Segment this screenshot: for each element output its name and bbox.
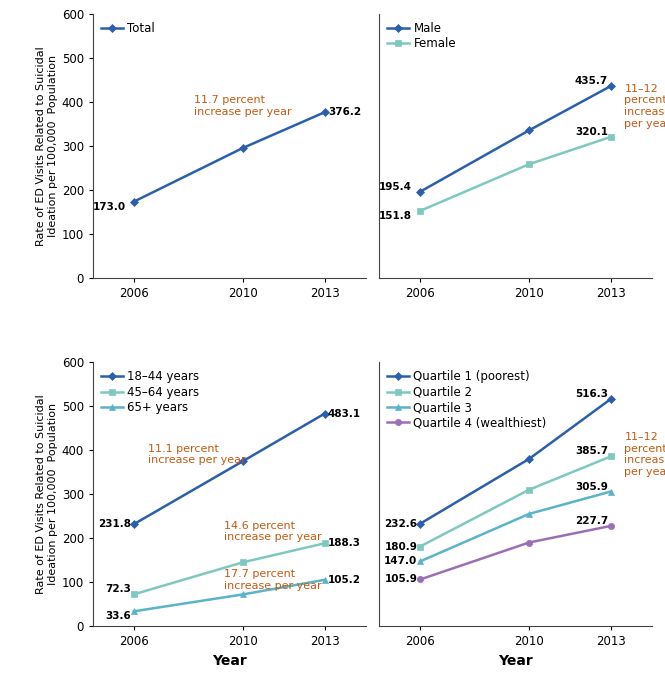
18–44 years [321, 409, 329, 418]
Male [525, 126, 533, 134]
Legend: Male, Female: Male, Female [385, 20, 458, 53]
Quartile 3 [607, 487, 615, 495]
X-axis label: Year: Year [212, 654, 247, 667]
Line: Quartile 3: Quartile 3 [417, 488, 614, 565]
Text: 33.6: 33.6 [106, 612, 131, 621]
45–64 years [130, 590, 138, 599]
Line: Quartile 1 (poorest): Quartile 1 (poorest) [417, 396, 614, 527]
Legend: Total: Total [99, 20, 158, 37]
Text: 11–12
percent
increase
per year: 11–12 percent increase per year [624, 84, 665, 129]
Text: 483.1: 483.1 [327, 409, 360, 418]
Y-axis label: Rate of ED Visits Related to Suicidal
Ideation per 100,000  Population: Rate of ED Visits Related to Suicidal Id… [36, 394, 58, 594]
Text: 180.9: 180.9 [384, 541, 418, 552]
X-axis label: Year: Year [498, 654, 533, 667]
Text: 385.7: 385.7 [575, 447, 608, 456]
Text: 195.4: 195.4 [379, 182, 412, 192]
Text: 11.1 percent
increase per year: 11.1 percent increase per year [148, 444, 245, 465]
Line: 45–64 years: 45–64 years [131, 540, 328, 597]
Quartile 1 (poorest) [416, 519, 424, 528]
Text: 147.0: 147.0 [384, 557, 418, 566]
Text: 151.8: 151.8 [379, 211, 412, 221]
Text: 320.1: 320.1 [575, 127, 608, 137]
Line: 65+ years: 65+ years [131, 577, 328, 614]
Text: 11.7 percent
increase per year: 11.7 percent increase per year [194, 96, 291, 117]
Quartile 3 [525, 510, 533, 518]
45–64 years [321, 539, 329, 548]
Text: 232.6: 232.6 [384, 519, 418, 529]
45–64 years [239, 558, 247, 566]
Male [607, 82, 615, 90]
Quartile 2 [607, 452, 615, 460]
Quartile 4 (wealthiest) [416, 575, 424, 583]
Female [525, 160, 533, 169]
Legend: Quartile 1 (poorest), Quartile 2, Quartile 3, Quartile 4 (wealthiest): Quartile 1 (poorest), Quartile 2, Quarti… [385, 368, 549, 432]
Line: Male: Male [417, 83, 614, 195]
65+ years [239, 590, 247, 599]
Line: Total: Total [131, 109, 328, 205]
Total [130, 197, 138, 206]
Quartile 2 [416, 542, 424, 550]
Text: 72.3: 72.3 [105, 584, 131, 594]
Female [607, 133, 615, 141]
Quartile 2 [525, 486, 533, 494]
Quartile 4 (wealthiest) [525, 539, 533, 547]
18–44 years [239, 457, 247, 465]
Line: Quartile 4 (wealthiest): Quartile 4 (wealthiest) [417, 523, 614, 583]
Text: 305.9: 305.9 [575, 482, 608, 491]
Quartile 4 (wealthiest) [607, 522, 615, 530]
Text: 17.7 percent
increase per year: 17.7 percent increase per year [224, 569, 321, 591]
Text: 173.0: 173.0 [93, 202, 126, 212]
Legend: 18–44 years, 45–64 years, 65+ years: 18–44 years, 45–64 years, 65+ years [99, 368, 201, 416]
Line: Quartile 2: Quartile 2 [417, 453, 614, 550]
65+ years [321, 576, 329, 584]
Quartile 1 (poorest) [607, 395, 615, 403]
Female [416, 207, 424, 215]
Line: 18–44 years: 18–44 years [131, 411, 328, 527]
Male [416, 188, 424, 196]
Quartile 3 [416, 557, 424, 566]
65+ years [130, 608, 138, 616]
Text: 14.6 percent
increase per year: 14.6 percent increase per year [224, 521, 321, 542]
Text: 11–12
percent
increase
per year: 11–12 percent increase per year [624, 432, 665, 477]
Quartile 1 (poorest) [525, 455, 533, 463]
18–44 years [130, 520, 138, 528]
Text: 516.3: 516.3 [575, 389, 608, 399]
Text: 376.2: 376.2 [329, 107, 362, 117]
Text: 105.9: 105.9 [384, 574, 418, 585]
Text: 188.3: 188.3 [327, 538, 360, 548]
Text: 227.7: 227.7 [575, 516, 608, 526]
Text: 105.2: 105.2 [327, 574, 360, 585]
Total [239, 144, 247, 152]
Line: Female: Female [417, 133, 614, 214]
Y-axis label: Rate of ED Visits Related to Suicidal
Ideation per 100,000  Population: Rate of ED Visits Related to Suicidal Id… [36, 46, 58, 246]
Text: 435.7: 435.7 [575, 76, 608, 86]
Text: 231.8: 231.8 [98, 519, 131, 529]
Total [321, 108, 329, 116]
